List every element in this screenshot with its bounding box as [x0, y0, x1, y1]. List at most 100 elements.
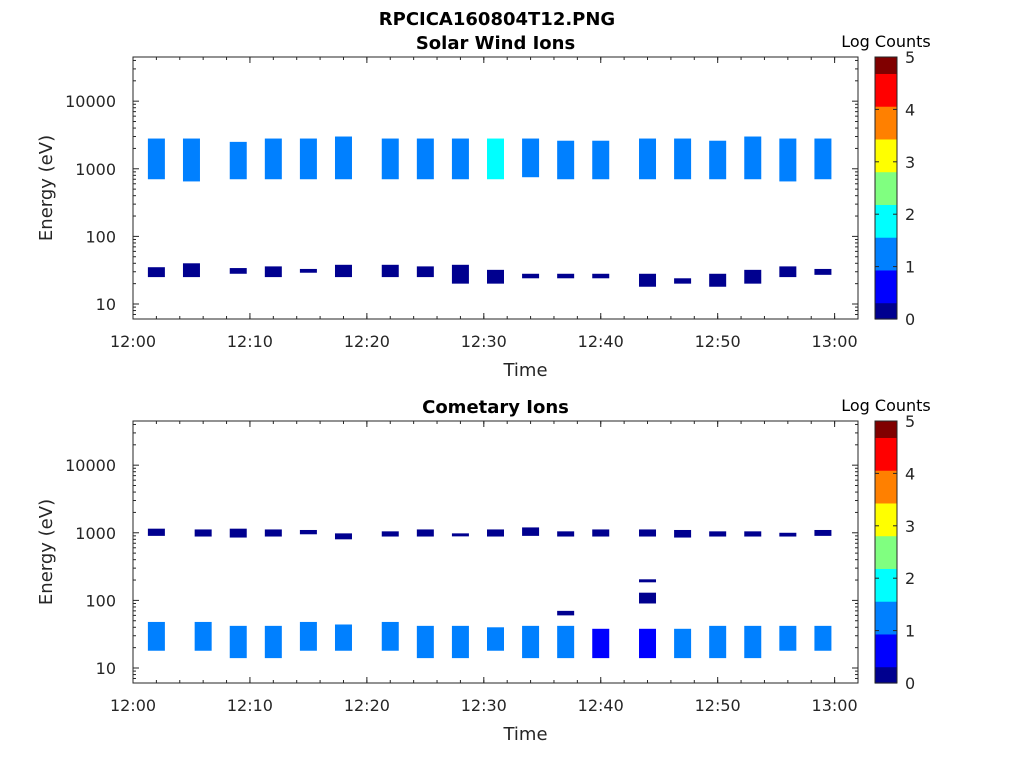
colorbar-segment: [875, 134, 897, 140]
x-tick-label: 12:20: [344, 696, 390, 715]
heatmap-cell: [334, 624, 352, 651]
heatmap-cell: [779, 266, 797, 278]
colorbar-segment: [875, 110, 897, 115]
colorbar-segment: [875, 584, 897, 590]
colorbar-segment: [875, 539, 897, 545]
heatmap-cell: [779, 625, 797, 651]
colorbar-segment: [875, 478, 897, 484]
colorbar-segment: [875, 257, 897, 263]
colorbar-segment: [875, 633, 897, 639]
colorbar-segment: [875, 588, 897, 594]
figure-title: RPCICA160804T12.PNG: [379, 9, 615, 30]
heatmap-cell: [229, 141, 247, 180]
heatmap-cell: [451, 625, 469, 659]
colorbar-segment: [875, 282, 897, 287]
colorbar-segment: [875, 196, 897, 201]
colorbar-segment: [875, 69, 897, 74]
heatmap-cell: [194, 621, 212, 651]
heatmap-cell: [487, 529, 504, 537]
y-tick-label: 100: [85, 227, 116, 246]
heatmap-cell: [264, 529, 282, 537]
heatmap-cell: [487, 627, 504, 651]
heatmap-cell: [451, 264, 469, 284]
colorbar-segment: [875, 106, 897, 111]
colorbar-segment: [875, 93, 897, 99]
colorbar-segment: [875, 580, 897, 586]
heatmap-cell: [639, 529, 657, 537]
heatmap-cell: [451, 533, 469, 537]
heatmap-cell: [299, 138, 317, 180]
colorbar-tick-label: 4: [905, 100, 915, 119]
heatmap-cell: [674, 628, 692, 659]
colorbar-segment: [875, 568, 897, 574]
y-tick-label: 1000: [75, 160, 116, 179]
heatmap-cell: [744, 269, 762, 284]
colorbar-segment: [875, 560, 897, 565]
colorbar-segment: [875, 670, 897, 676]
colorbar-segment: [875, 142, 897, 148]
colorbar-segment: [875, 159, 897, 165]
heatmap-cell: [334, 533, 352, 540]
colorbar-segment: [875, 212, 897, 218]
heatmap-cell: [674, 138, 692, 180]
heatmap-cell: [416, 529, 434, 537]
colorbar-segment: [875, 592, 897, 598]
colorbar-segment: [875, 629, 897, 635]
heatmap-cell: [639, 628, 657, 659]
colorbar-segment: [875, 441, 897, 447]
colorbar-segment: [875, 261, 897, 267]
colorbar-segment: [875, 155, 897, 160]
heatmap-cell: [744, 136, 762, 180]
colorbar-segment: [875, 273, 897, 279]
colorbar-segment: [875, 433, 897, 438]
colorbar-segment: [875, 617, 897, 623]
colorbar-label: Log Counts: [841, 32, 931, 51]
heatmap-cell: [674, 278, 692, 284]
colorbar-segment: [875, 233, 897, 238]
heatmap-cell: [557, 140, 575, 180]
colorbar-segment: [875, 470, 897, 475]
x-tick-label: 12:00: [110, 332, 156, 351]
colorbar-tick-label: 5: [905, 412, 915, 431]
heatmap-cell: [147, 138, 165, 180]
heatmap-cell: [182, 138, 200, 182]
colorbar-segment: [875, 253, 897, 259]
colorbar-segment: [875, 453, 897, 459]
colorbar-segment: [875, 445, 897, 451]
colorbar-segment: [875, 208, 897, 214]
colorbar-segment: [875, 449, 897, 455]
heatmap-cell: [381, 138, 399, 180]
colorbar-segment: [875, 511, 897, 516]
colorbar-segment: [875, 650, 897, 655]
colorbar-segment: [875, 654, 897, 660]
colorbar-segment: [875, 65, 897, 70]
heatmap-cell: [522, 138, 540, 178]
colorbar-segment: [875, 457, 897, 463]
heatmap-cell: [299, 529, 317, 535]
colorbar-segment: [875, 597, 897, 602]
colorbar-segment: [875, 466, 897, 471]
colorbar-segment: [875, 167, 897, 173]
y-axis-label: Energy (eV): [36, 499, 57, 605]
heatmap-cell: [416, 138, 434, 180]
colorbar-segment: [875, 163, 897, 169]
heatmap-cell: [592, 140, 610, 180]
colorbar-tick-label: 2: [905, 569, 915, 588]
heatmap-cell: [557, 273, 575, 279]
heatmap-cell: [557, 610, 575, 616]
colorbar-segment: [875, 494, 897, 500]
colorbar-segment: [875, 310, 897, 316]
colorbar-segment: [875, 102, 897, 107]
heatmap-cell: [674, 529, 692, 538]
colorbar-segment: [875, 216, 897, 222]
colorbar-segment: [875, 314, 897, 320]
colorbar-frame: [874, 56, 898, 320]
heatmap-cell: [334, 264, 352, 278]
colorbar-segment: [875, 130, 897, 136]
heatmap-cell: [779, 532, 797, 537]
colorbar-segment: [875, 486, 897, 492]
heatmap-cell: [264, 266, 282, 278]
colorbar-segment: [875, 237, 897, 242]
